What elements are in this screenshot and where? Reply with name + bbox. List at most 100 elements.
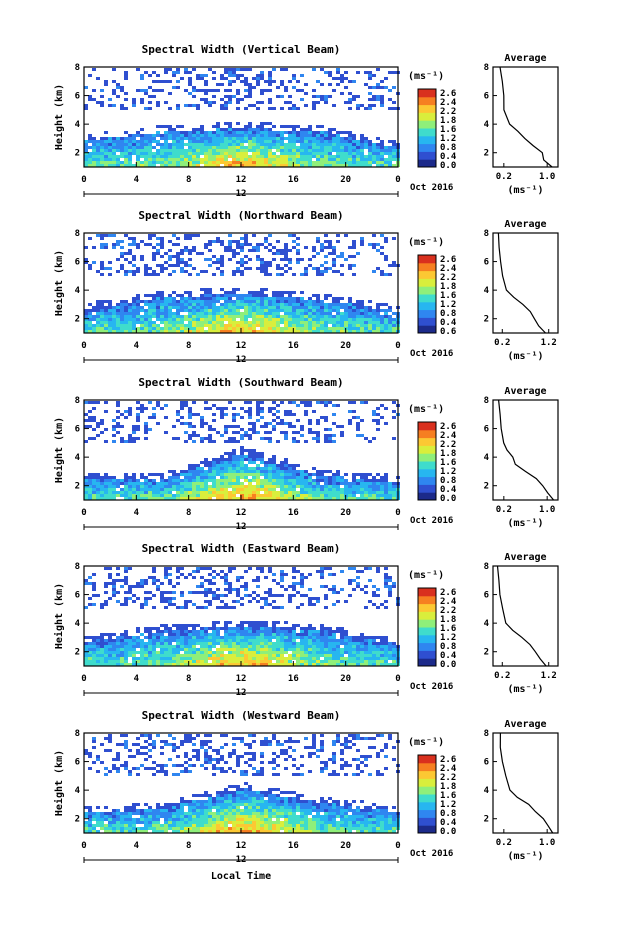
heatmap-cell [276,143,280,146]
heatmap-cell [268,243,272,246]
heatmap-cell [120,437,124,440]
heatmap-cell [96,660,100,663]
heatmap-cell [124,657,128,660]
heatmap-cell [216,473,220,476]
heatmap-cell [152,633,156,636]
heatmap-cell [156,588,160,591]
heatmap-cell [216,237,220,240]
heatmap-cell [144,645,148,648]
heatmap-cell [300,663,304,666]
heatmap-cell [192,330,196,333]
heatmap-cell [180,155,184,158]
day-label: 12 [236,355,247,365]
heatmap-cell [380,488,384,491]
heatmap-cell [332,434,336,437]
heatmap-cell [316,321,320,324]
heatmap-cell [168,249,172,252]
heatmap-cell [320,476,324,479]
heatmap-cell [264,648,268,651]
heatmap-cell [220,570,224,573]
heatmap-cell [360,419,364,422]
heatmap-cell [248,291,252,294]
heatmap-cell [156,309,160,312]
heatmap-cell [276,467,280,470]
heatmap-cell [344,158,348,161]
heatmap-cell [188,164,192,167]
heatmap-cell [268,300,272,303]
heatmap-cell [328,470,332,473]
x-tick-label: 4 [134,508,140,518]
heatmap-cell [148,318,152,321]
heatmap-cell [84,582,88,585]
heatmap-cell [320,567,324,570]
heatmap-cell [252,458,256,461]
heatmap-cell [104,591,108,594]
heatmap-cell [340,660,344,663]
heatmap-cell [132,270,136,273]
heatmap-cell [256,488,260,491]
heatmap-cell [300,642,304,645]
heatmap-cell [104,306,108,309]
heatmap-cell [248,624,252,627]
heatmap-cell [272,161,276,164]
heatmap-cell [176,413,180,416]
heatmap-cell [348,422,352,425]
heatmap-cell [228,134,232,137]
heatmap-cell [140,585,144,588]
heatmap-cell [116,639,120,642]
heatmap-cell [208,642,212,645]
heatmap-cell [108,149,112,152]
heatmap-cell [296,131,300,134]
heatmap-cell [264,621,268,624]
heatmap-cell [224,594,228,597]
heatmap-cell [268,648,272,651]
heatmap-cell [128,321,132,324]
heatmap-cell [260,473,264,476]
heatmap-cell [124,660,128,663]
heatmap-cell [372,270,376,273]
heatmap-cell [244,497,248,500]
heatmap-cell [116,494,120,497]
heatmap-cell [264,240,268,243]
heatmap-cell [240,482,244,485]
colorbar-segment [418,294,436,303]
colorbar-tick-label: 1.6 [440,125,456,135]
heatmap-cell [112,146,116,149]
heatmap-cell [152,488,156,491]
heatmap-cell [196,630,200,633]
heatmap-cell [156,422,160,425]
heatmap-cell [248,470,252,473]
heatmap-cell [224,660,228,663]
heatmap-cell [256,452,260,455]
heatmap-cell [284,488,288,491]
heatmap-cell [188,264,192,267]
heatmap-cell [236,107,240,110]
heatmap-cell [116,164,120,167]
heatmap-cell [348,497,352,500]
heatmap-cell [120,137,124,140]
heatmap-cell [280,137,284,140]
heatmap-cell [284,101,288,104]
heatmap-cell [168,155,172,158]
heatmap-cell [292,303,296,306]
heatmap-cell [132,585,136,588]
heatmap-cell [224,470,228,473]
heatmap-cell [176,476,180,479]
heatmap-cell [196,651,200,654]
heatmap-cell [192,470,196,473]
heatmap-cell [380,252,384,255]
heatmap-cell [264,89,268,92]
heatmap-cell [232,567,236,570]
heatmap-cell [136,416,140,419]
heatmap-cell [184,606,188,609]
heatmap-cell [308,134,312,137]
heatmap-cell [316,134,320,137]
heatmap-cell [108,654,112,657]
heatmap-cell [276,86,280,89]
heatmap-cell [208,627,212,630]
heatmap-cell [312,410,316,413]
heatmap-cell [388,140,392,143]
heatmap-cell [324,485,328,488]
heatmap-cell [92,651,96,654]
heatmap-cell [212,467,216,470]
